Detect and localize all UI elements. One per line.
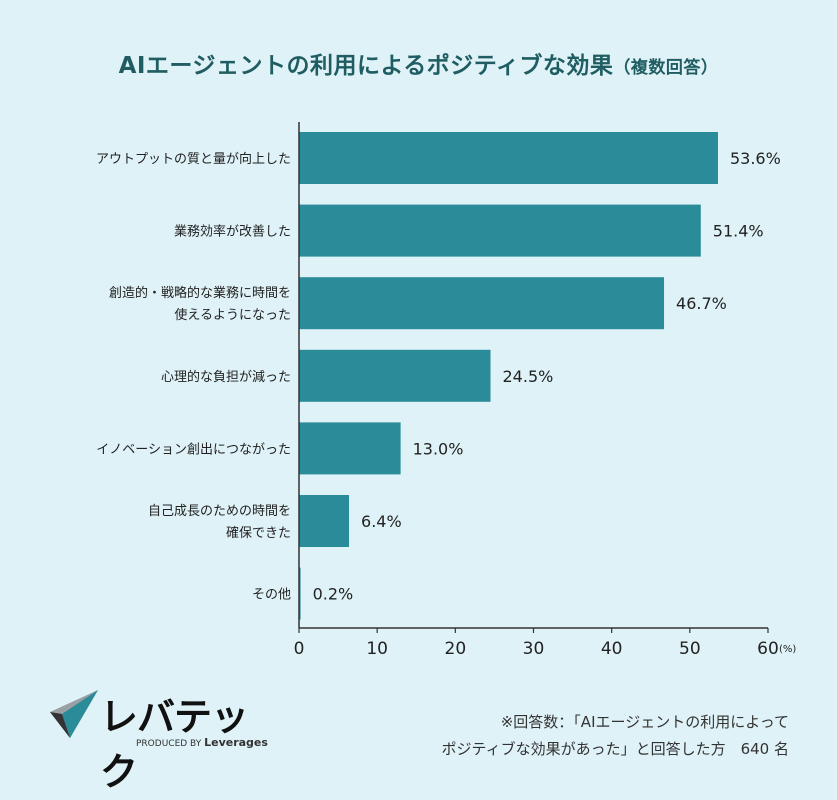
bar (299, 204, 701, 257)
x-tick-label: 50 (679, 639, 701, 659)
x-tick-label: 60 (757, 639, 779, 659)
value-label: 0.2% (313, 585, 354, 604)
value-label: 24.5% (503, 367, 554, 386)
bar (299, 567, 301, 620)
produced-by: PRODUCED BY (136, 739, 202, 749)
logo-mark-icon (50, 690, 98, 738)
respondent-note: ※回答数：「AIエージェントの利用によって ポジティブな効果があった」と回答した… (441, 709, 789, 763)
x-unit-label: (%) (779, 644, 796, 655)
category-label: 自己成長のための時間を (148, 504, 291, 519)
bar (299, 422, 401, 475)
value-label: 46.7% (676, 294, 727, 313)
x-tick-label: 30 (523, 639, 545, 659)
bar (299, 132, 718, 184)
category-label: アウトプットの質と量が向上した (96, 151, 291, 167)
category-label: イノベーション創出につながった (96, 442, 291, 457)
x-tick-label: 0 (294, 639, 305, 659)
category-label: 使えるようになった (174, 307, 291, 323)
category-label: 心理的な負担が減った (161, 369, 291, 385)
category-label: その他 (252, 588, 291, 603)
company-name: Leverages (204, 736, 268, 749)
value-label: 51.4% (713, 222, 764, 241)
x-tick-label: 10 (366, 639, 388, 659)
levtech-logo: レバテック PRODUCED BY Leverages (48, 690, 278, 794)
title-main: AIエージェントの利用によるポジティブな効果 (118, 53, 614, 79)
value-label: 6.4% (361, 512, 402, 531)
bar (299, 349, 491, 402)
x-tick-label: 20 (445, 639, 467, 659)
bar (299, 277, 665, 330)
logo-text: レバテック (100, 695, 249, 794)
category-label: 確保できた (226, 525, 291, 541)
note-line-1: ※回答数：「AIエージェントの利用によって (500, 713, 789, 731)
category-label: 業務効率が改善した (174, 224, 291, 240)
value-label: 13.0% (413, 439, 464, 458)
logo-produced-by: PRODUCED BY Leverages (136, 736, 268, 749)
category-label: 創造的・戦略的な業務に時間を (109, 285, 291, 301)
bar-chart: アウトプットの質と量が向上した 53.6% 業務効率が改善した 51.4% 創造的・戦略… (96, 122, 796, 659)
x-tick-label: 40 (601, 639, 623, 659)
note-line-2: ポジティブな効果があった」と回答した方 640 名 (441, 740, 789, 758)
value-label: 53.6% (730, 149, 781, 168)
bar (299, 495, 350, 547)
chart-title: AIエージェントの利用によるポジティブな効果（複数回答） (0, 46, 837, 80)
title-suffix: （複数回答） (613, 58, 719, 78)
